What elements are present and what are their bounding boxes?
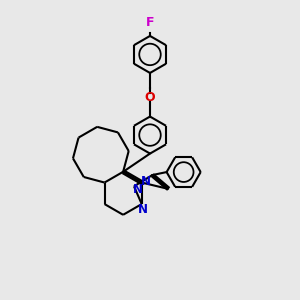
Text: N: N	[141, 175, 151, 188]
Text: N: N	[133, 183, 142, 196]
Text: O: O	[145, 91, 155, 104]
Text: F: F	[146, 16, 154, 29]
Text: N: N	[138, 202, 148, 216]
